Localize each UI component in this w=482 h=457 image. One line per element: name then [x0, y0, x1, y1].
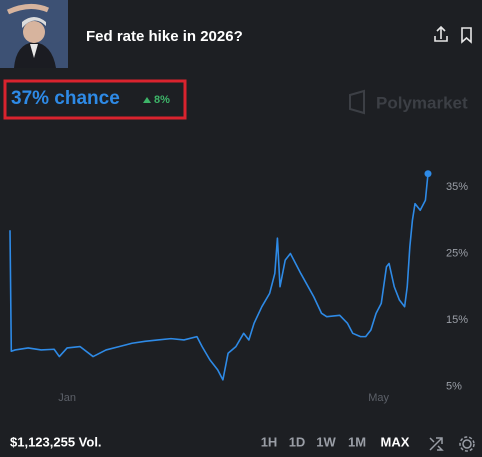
range-button[interactable]: 1H — [261, 434, 278, 449]
last-point — [424, 170, 432, 178]
volume: $1,123,255 Vol. — [10, 434, 102, 449]
market-title: Fed rate hike in 2026? — [86, 28, 243, 45]
x-tick-label: Jan — [58, 392, 76, 404]
x-tick-label: May — [368, 392, 389, 404]
range-button[interactable]: 1W — [316, 434, 336, 449]
y-tick-label: 15% — [446, 314, 468, 326]
share-button[interactable] — [434, 25, 448, 42]
highlight-box — [3, 79, 187, 120]
price-text: 37% chance — [11, 88, 120, 109]
y-tick-label: 25% — [446, 247, 468, 259]
range-button[interactable]: MAX — [381, 434, 410, 449]
settings-icons[interactable] — [429, 436, 475, 452]
watermark-logo — [349, 89, 365, 115]
price-line — [9, 173, 429, 381]
y-tick-label: 35% — [446, 181, 468, 193]
range-button[interactable]: 1D — [289, 434, 306, 449]
bookmark-button[interactable] — [461, 27, 472, 44]
up-arrow — [143, 97, 151, 103]
watermark: Polymarket — [376, 93, 468, 112]
y-tick-label: 5% — [446, 380, 462, 392]
range-button[interactable]: 1M — [348, 434, 366, 449]
market-image — [0, 0, 68, 68]
price-change: 8% — [154, 94, 170, 106]
